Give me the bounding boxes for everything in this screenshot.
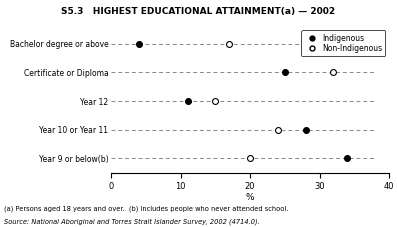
Point [275,128,281,131]
Point [212,99,218,103]
Point [344,156,351,160]
Point [330,71,337,74]
Point [247,156,253,160]
Point [282,71,288,74]
Point [303,128,309,131]
Text: Source: National Aboriginal and Torres Strait Islander Survey, 2002 (4714.0).: Source: National Aboriginal and Torres S… [4,218,260,225]
X-axis label: %: % [246,193,254,202]
Point [136,42,142,46]
Legend: Indigenous, Non-Indigenous: Indigenous, Non-Indigenous [301,30,385,56]
Text: (a) Persons aged 18 years and over.  (b) Includes people who never attended scho: (a) Persons aged 18 years and over. (b) … [4,205,288,212]
Text: S5.3   HIGHEST EDUCATIONAL ATTAINMENT(a) — 2002: S5.3 HIGHEST EDUCATIONAL ATTAINMENT(a) —… [62,7,335,16]
Point [184,99,191,103]
Point [226,42,233,46]
